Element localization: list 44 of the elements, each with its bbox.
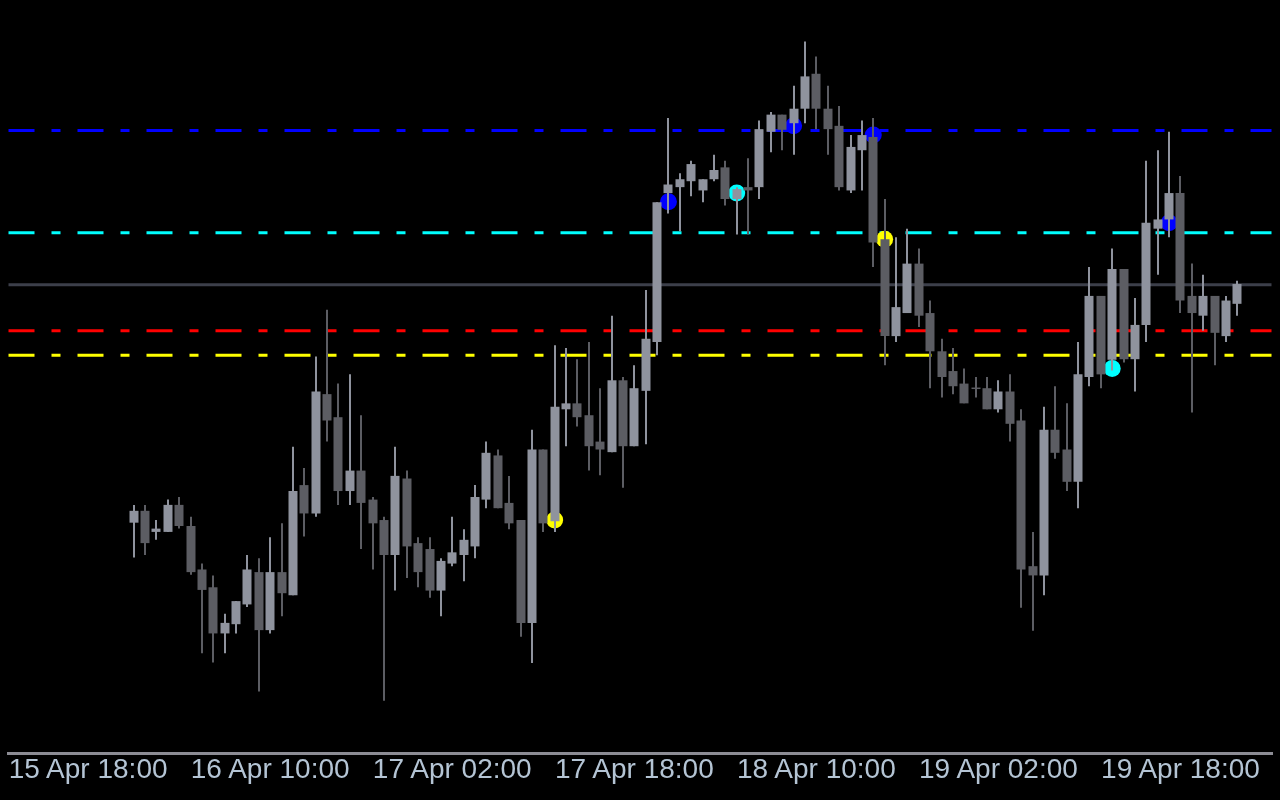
- candlestick: [368, 495, 378, 571]
- candlestick: [686, 159, 696, 198]
- candlestick: [447, 515, 457, 568]
- candlestick: [277, 522, 287, 618]
- candlestick: [504, 474, 514, 531]
- candlestick: [1187, 262, 1197, 414]
- candlestick: [220, 612, 230, 655]
- candlestick: [231, 600, 241, 635]
- candlestick: [709, 153, 719, 183]
- candlestick: [823, 84, 833, 156]
- candlestick: [698, 178, 708, 204]
- candlestick: [1153, 149, 1163, 276]
- candlestick: [948, 346, 958, 396]
- candlestick: [345, 373, 355, 506]
- x-tick-label: 15 Apr 18:00: [8, 752, 168, 784]
- candlestick: [174, 495, 184, 530]
- candlestick: [675, 172, 685, 233]
- candlestick: [197, 562, 207, 655]
- candlestick: [857, 119, 867, 192]
- candlestick: [789, 84, 799, 156]
- candlestick: [993, 379, 1003, 414]
- candlestick: [1198, 273, 1208, 332]
- candlestick: [777, 113, 787, 152]
- x-tick-label: 19 Apr 02:00: [919, 752, 1078, 784]
- x-tick-label: 17 Apr 02:00: [372, 752, 532, 784]
- candlestick: [732, 186, 742, 236]
- candlestick: [151, 519, 161, 541]
- candlestick: [959, 367, 969, 405]
- x-tick-label: 18 Apr 10:00: [736, 752, 896, 784]
- candlestick: [743, 157, 753, 236]
- x-tick-label: 17 Apr 18:00: [554, 752, 714, 784]
- candlestick: [766, 111, 776, 154]
- candlestick: [459, 528, 469, 583]
- candlestick: [129, 503, 139, 559]
- candlestick: [1028, 530, 1038, 632]
- candlestick: [561, 346, 571, 448]
- x-tick-label: 19 Apr 18:00: [1101, 752, 1260, 784]
- candlestick: [1232, 279, 1242, 317]
- candlestick: [595, 387, 605, 477]
- candlestick: [663, 116, 673, 215]
- candlestick: [572, 358, 582, 428]
- x-tick-label: 16 Apr 10:00: [190, 752, 350, 784]
- candlestick: [982, 376, 992, 411]
- candlestick: [1050, 385, 1060, 460]
